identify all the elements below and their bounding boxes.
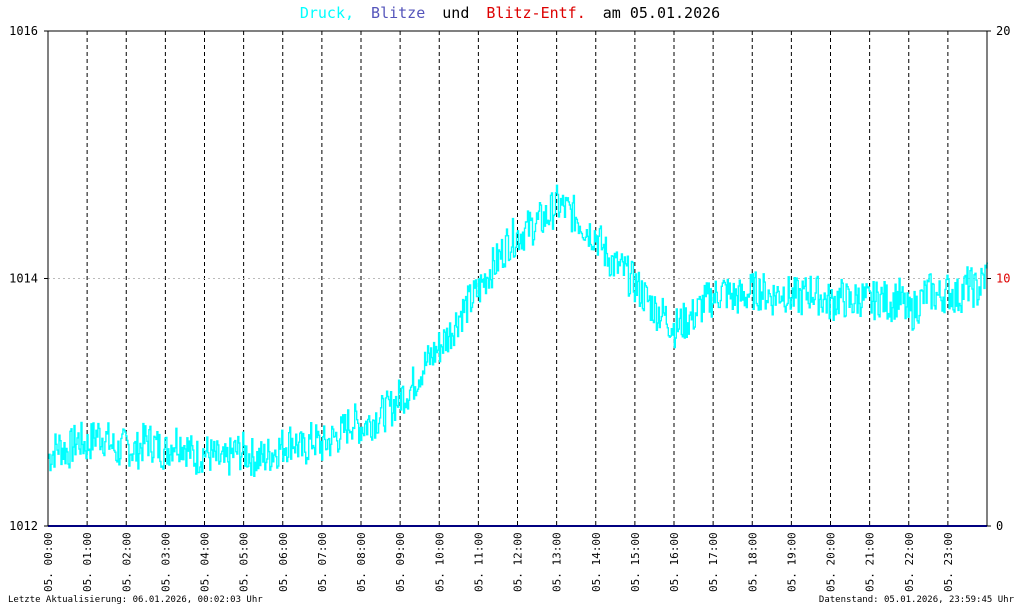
y-tick-label: 1012: [9, 519, 38, 533]
x-tick-label: 05. 06:00: [277, 532, 290, 592]
x-tick-label: 05. 00:00: [42, 532, 55, 592]
x-tick-label: 05. 14:00: [590, 532, 603, 592]
x-tick-label: 05. 23:00: [942, 532, 955, 592]
series-layer: [48, 184, 988, 527]
axes: 05. 00:00 05. 01:00 05. 02:00 05. 03:00 05. …: [9, 24, 1010, 592]
x-tick-label: 05. 03:00: [159, 532, 172, 592]
x-tick-label: 05. 18:00: [746, 532, 759, 592]
x-tick-label: 05. 22:00: [903, 532, 916, 592]
title-date: am 05.01.2026: [603, 4, 720, 22]
x-tick-label: 05. 11:00: [472, 532, 485, 592]
footer-last-update: Letzte Aktualisierung: 06.01.2026, 00:02…: [8, 595, 263, 605]
x-tick-label: 05. 21:00: [864, 532, 877, 592]
x-tick-label: 05. 17:00: [707, 532, 720, 592]
title-pressure: Druck,: [300, 4, 354, 22]
title-and: und: [442, 4, 469, 22]
x-tick-label: 05. 05:00: [238, 532, 251, 592]
x-tick-label: 05. 10:00: [433, 532, 446, 592]
x-tick-label: 05. 08:00: [355, 532, 368, 592]
y-tick-label: 1016: [9, 24, 38, 38]
x-tick-label: 05. 12:00: [512, 532, 525, 592]
x-tick-label: 05. 19:00: [785, 532, 798, 592]
y2-tick-label: 20: [996, 24, 1010, 38]
x-tick-label: 05. 16:00: [668, 532, 681, 592]
footer-data-status: Datenstand: 05.01.2026, 23:59:45 Uhr: [819, 595, 1015, 605]
x-tick-label: 05. 09:00: [394, 532, 407, 592]
y-tick-label: 1014: [9, 272, 38, 286]
x-tick-label: 05. 02:00: [120, 532, 133, 592]
x-tick-label: 05. 15:00: [629, 532, 642, 592]
x-tick-label: 05. 01:00: [81, 532, 94, 592]
title-lightning: Blitze: [371, 4, 425, 22]
x-tick-label: 05. 04:00: [199, 532, 212, 592]
x-tick-label: 05. 20:00: [825, 532, 838, 592]
y2-tick-label: 10: [996, 272, 1010, 286]
chart-title: Druck, Blitze und Blitz-Entf. am 05.01.2…: [300, 4, 720, 22]
x-tick-label: 05. 13:00: [551, 532, 564, 592]
pressure-line: [48, 184, 988, 477]
title-distance: Blitz-Entf.: [486, 4, 585, 22]
y2-tick-label: 0: [996, 519, 1003, 533]
grid: [48, 31, 987, 526]
x-tick-label: 05. 07:00: [316, 532, 329, 592]
